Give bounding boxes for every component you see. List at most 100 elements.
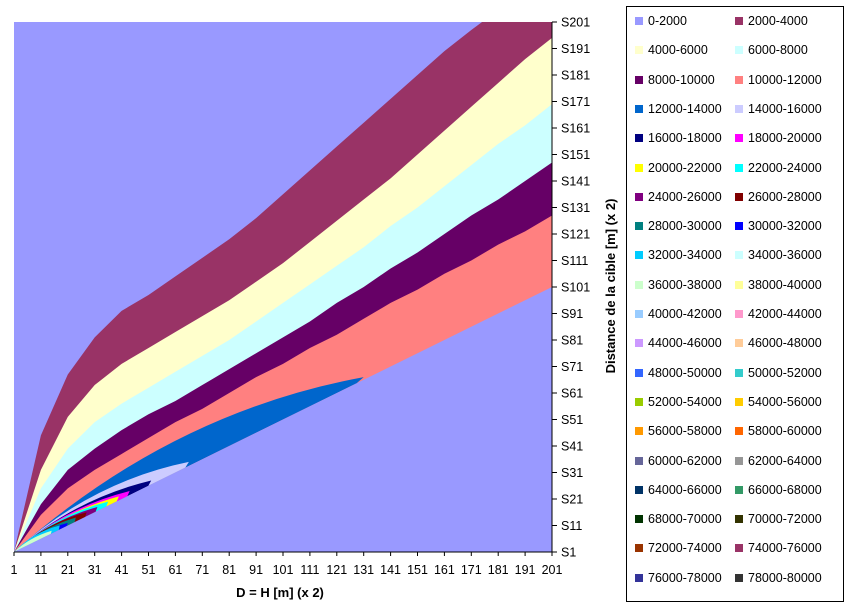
legend-item: 34000-36000 [735, 247, 822, 263]
legend-item: 20000-22000 [635, 160, 722, 176]
legend-item: 16000-18000 [635, 130, 722, 146]
x-tick-label: 201 [542, 563, 563, 577]
x-tick-label: 21 [61, 563, 75, 577]
legend-item: 58000-60000 [735, 423, 822, 439]
legend-swatch [735, 573, 743, 582]
legend-item: 56000-58000 [635, 423, 722, 439]
legend-item: 24000-26000 [635, 189, 722, 205]
y-tick-label: S11 [561, 519, 582, 533]
legend-swatch [635, 485, 643, 494]
legend-label: 12000-14000 [648, 101, 722, 116]
legend-item: 2000-4000 [735, 13, 808, 29]
y-tick-label: S21 [561, 493, 583, 507]
y-tick-label: S131 [561, 201, 590, 215]
legend-label: 60000-62000 [648, 453, 722, 468]
legend-swatch [735, 75, 743, 84]
legend-swatch [735, 280, 743, 289]
legend-swatch [635, 573, 643, 582]
legend-swatch [635, 163, 643, 172]
legend-label: 38000-40000 [748, 277, 822, 292]
legend-item: 70000-72000 [735, 511, 822, 527]
legend-label: 30000-32000 [748, 219, 822, 234]
x-tick-label: 181 [488, 563, 509, 577]
x-axis: 1 11 21 31 41 51 61 71 81 91 101 111 121 131 141 151 161… [11, 551, 563, 577]
legend-swatch [635, 251, 643, 260]
legend-swatch [635, 280, 643, 289]
legend-item: 36000-38000 [635, 277, 722, 293]
y-tick-label: S151 [561, 148, 590, 162]
legend-label: 44000-46000 [648, 336, 722, 351]
y-tick-label: S91 [561, 307, 583, 321]
legend-label: 52000-54000 [648, 394, 722, 409]
y-tick-label: S111 [561, 254, 588, 268]
legend-swatch [735, 251, 743, 260]
y-tick-label: S101 [561, 281, 590, 295]
legend-label: 58000-60000 [748, 424, 822, 439]
x-tick-label: 31 [88, 563, 102, 577]
y-axis-title: Distance de la cible [m] (x 2) [603, 199, 618, 374]
legend-label: 50000-52000 [748, 365, 822, 380]
legend-swatch [635, 544, 643, 553]
x-tick-label: 101 [273, 563, 294, 577]
legend-swatch [735, 515, 743, 524]
legend-label: 8000-10000 [648, 72, 715, 87]
legend-swatch [635, 310, 643, 318]
legend-label: 74000-76000 [748, 541, 822, 556]
legend-label: 36000-38000 [648, 277, 722, 292]
y-tick-label: S31 [561, 466, 583, 480]
legend-label: 20000-22000 [648, 160, 722, 175]
legend-swatch [635, 134, 643, 143]
legend-item: 8000-10000 [635, 72, 715, 88]
legend-item: 74000-76000 [735, 540, 822, 556]
legend-swatch [635, 427, 643, 436]
x-tick-label: 41 [115, 563, 129, 577]
legend-item: 62000-64000 [735, 453, 822, 469]
x-tick-label: 111 [300, 563, 319, 577]
x-tick-label: 11 [34, 563, 47, 577]
legend-swatch [635, 456, 643, 465]
legend-item: 52000-54000 [635, 394, 722, 410]
legend-item: 44000-46000 [635, 335, 722, 351]
legend-swatch [735, 17, 743, 25]
legend-item: 40000-42000 [635, 306, 722, 322]
x-tick-label: 71 [195, 563, 209, 577]
legend-item: 64000-66000 [635, 482, 722, 498]
legend-label: 24000-26000 [648, 189, 722, 204]
legend-label: 70000-72000 [748, 512, 822, 527]
x-tick-label: 81 [222, 563, 236, 577]
legend-label: 46000-48000 [748, 336, 822, 351]
region-0-2000-bottom [14, 287, 552, 552]
x-tick-label: 171 [461, 563, 482, 577]
x-tick-label: 91 [249, 563, 263, 577]
legend-item: 78000-80000 [735, 570, 822, 586]
legend-label: 10000-12000 [748, 72, 822, 87]
legend-label: 14000-16000 [748, 101, 822, 116]
legend-swatch [735, 104, 743, 113]
legend-label: 42000-44000 [748, 307, 822, 321]
x-tick-label: 151 [407, 563, 428, 577]
x-tick-label: 131 [353, 563, 374, 577]
legend-label: 18000-20000 [748, 131, 822, 146]
legend-swatch [635, 75, 643, 84]
legend-item: 30000-32000 [735, 218, 822, 234]
legend-item: 10000-12000 [735, 72, 822, 88]
legend-label: 78000-80000 [748, 570, 822, 585]
legend-label: 62000-64000 [748, 453, 822, 468]
legend-item: 66000-68000 [735, 482, 822, 498]
legend-swatch [735, 222, 743, 231]
legend-swatch [735, 456, 743, 465]
x-tick-label: 121 [326, 563, 347, 577]
x-tick-label: 51 [142, 563, 156, 577]
legend-swatch [735, 310, 743, 318]
legend-label: 26000-28000 [748, 189, 822, 204]
y-tick-label: S181 [561, 69, 590, 83]
legend-item: 60000-62000 [635, 453, 722, 469]
legend-label: 48000-50000 [648, 365, 722, 380]
legend-swatch [735, 544, 743, 553]
legend-swatch [735, 427, 743, 436]
y-tick-label: S141 [561, 175, 590, 189]
legend-item: 28000-30000 [635, 218, 722, 234]
legend-swatch [735, 192, 743, 201]
y-tick-label: S171 [561, 95, 590, 109]
legend-label: 76000-78000 [648, 570, 722, 585]
